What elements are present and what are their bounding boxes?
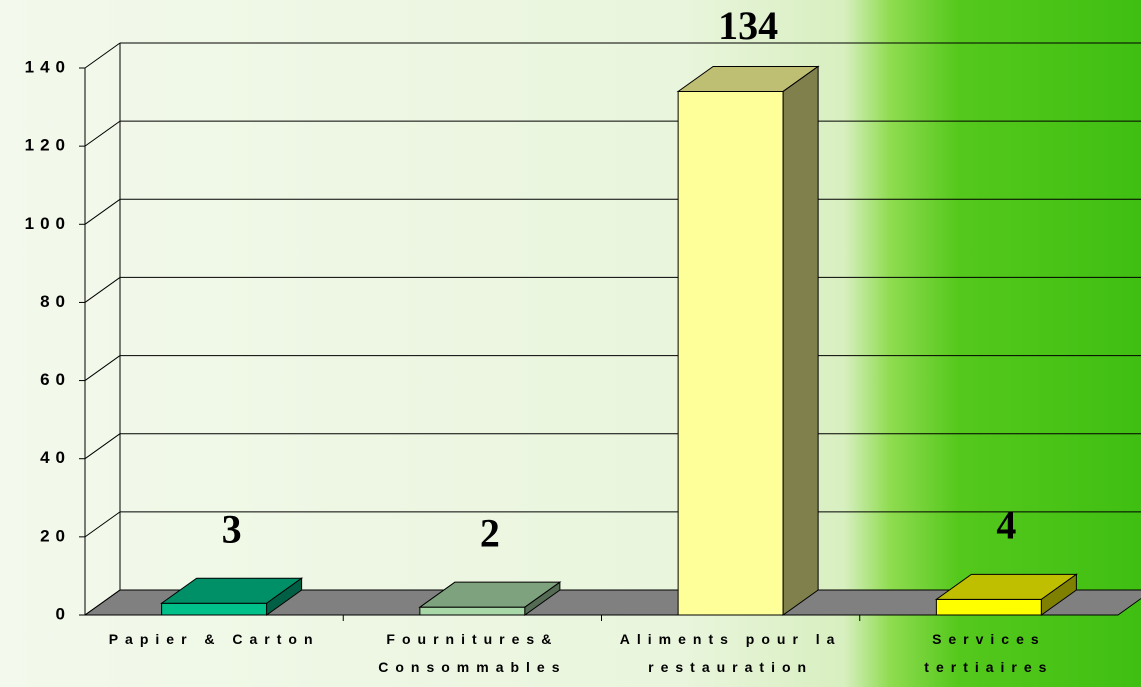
y-tick-label: 140 xyxy=(25,57,71,76)
value-label: 134 xyxy=(718,3,778,48)
grid-line xyxy=(84,511,121,538)
bar-front xyxy=(935,598,1042,616)
grid-line xyxy=(84,355,121,381)
bar-front xyxy=(419,606,526,616)
bar-side xyxy=(1040,573,1077,616)
x-tick-label: Papier & Carton xyxy=(108,631,320,647)
grid-line xyxy=(84,589,121,616)
y-tick-label: 20 xyxy=(40,526,71,545)
value-label: 4 xyxy=(996,503,1016,548)
bar-side xyxy=(266,577,303,616)
grid-line xyxy=(84,277,121,303)
x-tick-label: Fournitures& Consommables xyxy=(378,631,567,675)
y-tick-label: 120 xyxy=(25,136,71,155)
y-tick-label: 80 xyxy=(40,292,71,311)
bar-front xyxy=(161,602,268,616)
y-tick-label: 60 xyxy=(40,370,71,389)
bar-front xyxy=(677,90,784,616)
grid-line xyxy=(84,433,121,460)
value-label: 3 xyxy=(222,506,242,551)
y-tick-label: 0 xyxy=(56,604,71,623)
x-tick-label: Services tertiaires xyxy=(924,631,1054,675)
y-tick-label: 40 xyxy=(40,448,71,467)
grid-line xyxy=(84,198,121,225)
x-tick-label: Aliments pour la restauration xyxy=(619,631,842,675)
y-tick-label: 100 xyxy=(25,214,71,233)
value-label: 2 xyxy=(480,510,500,555)
grid-line xyxy=(84,120,121,147)
bar-side xyxy=(782,65,819,616)
grid-line xyxy=(84,42,121,69)
bar-side xyxy=(524,581,561,616)
